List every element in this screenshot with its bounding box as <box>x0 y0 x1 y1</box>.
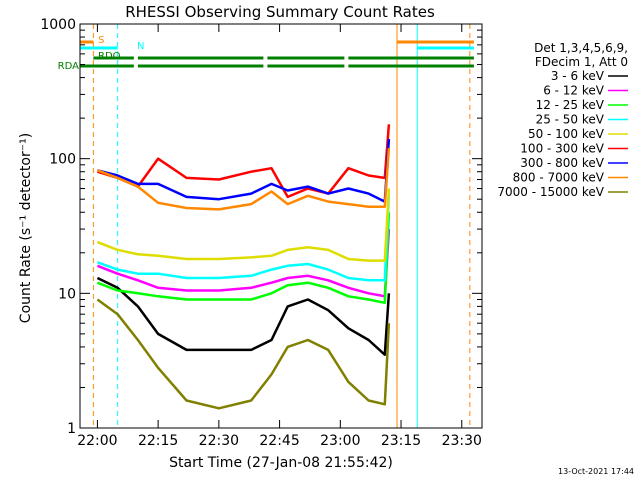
legend-entry-label: 100 - 300 keV <box>520 142 604 156</box>
x-tick-label: 22:00 <box>77 433 117 449</box>
y-tick-label: 1 <box>67 421 76 437</box>
legend-entry-label: 50 - 100 keV <box>528 127 605 141</box>
series-line-7 <box>97 138 391 203</box>
series-line-1 <box>96 276 391 356</box>
chart-title: RHESSI Observing Summary Count Rates <box>125 3 435 21</box>
series-lines <box>96 124 391 410</box>
legend-header-line-1: Det 1,3,4,5,6,9, <box>534 41 628 55</box>
footer-date: 13-Oct-2021 17:44 <box>558 467 634 476</box>
y-tick-label: 10 <box>58 286 76 302</box>
legend-entry-label: 6 - 12 keV <box>543 84 605 98</box>
plot-frame <box>79 23 483 429</box>
x-axis-label: Start Time (27-Jan-08 21:55:42) <box>169 455 393 471</box>
series-line-3 <box>96 212 391 305</box>
series-line-4 <box>96 193 391 282</box>
x-tick-label: 22:15 <box>138 433 178 449</box>
x-tick-label: 23:15 <box>381 433 421 449</box>
y-tick-label: 100 <box>49 152 76 168</box>
series-line-9 <box>96 298 391 410</box>
flag-label-rda: RDA <box>58 61 79 72</box>
series-line-8 <box>96 147 391 211</box>
series-line-6 <box>97 124 391 199</box>
legend-entry-label: 3 - 6 keV <box>551 69 605 83</box>
legend: Det 1,3,4,5,6,9, FDecim 1, Att 0 3 - 6 k… <box>497 41 628 199</box>
series-line-2 <box>96 229 391 298</box>
series-line-5 <box>96 188 391 262</box>
y-tick-label: 1000 <box>40 17 76 33</box>
flag-label-n: N <box>137 41 144 52</box>
flag-label-rdo: RDO <box>98 51 121 62</box>
y-axis-label: Count Rate (s⁻¹ detector⁻¹) <box>18 133 34 323</box>
legend-entry-label: 300 - 800 keV <box>520 156 604 170</box>
legend-entry-label: 7000 - 15000 keV <box>497 185 604 199</box>
legend-entry-label: 25 - 50 keV <box>536 113 605 127</box>
axis-ticks: 22:00 22:15 22:30 22:45 23:00 23:15 23:30 1 10 10… <box>40 17 482 449</box>
legend-entry-label: 12 - 25 keV <box>536 98 605 112</box>
legend-header-line-2: FDecim 1, Att 0 <box>535 55 628 69</box>
x-tick-label: 23:30 <box>442 433 482 449</box>
x-tick-label: 22:45 <box>259 433 299 449</box>
flag-label-s: S <box>98 35 104 46</box>
x-tick-label: 23:00 <box>320 433 360 449</box>
x-tick-label: 22:30 <box>199 433 239 449</box>
legend-entry-label: 800 - 7000 keV <box>513 171 605 185</box>
flag-lines: S N RDO RDA <box>58 35 474 72</box>
